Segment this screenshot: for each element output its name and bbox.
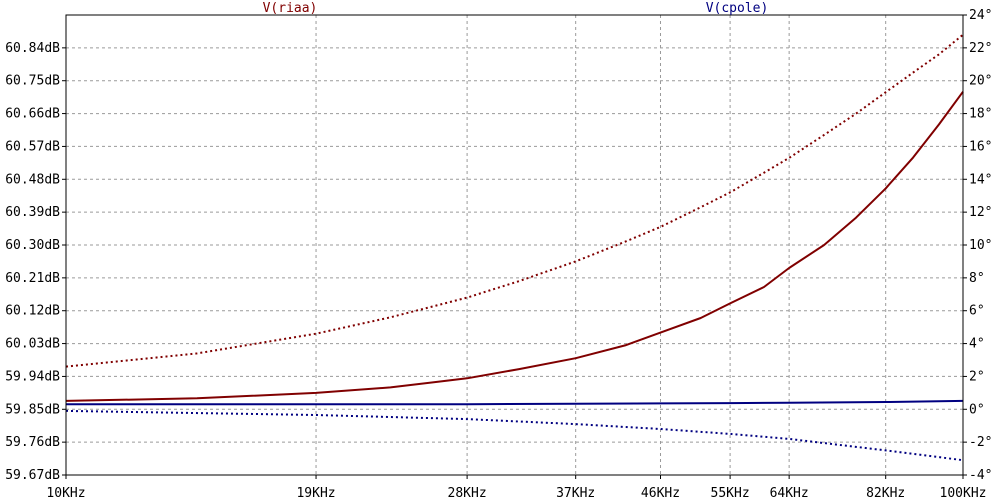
y-left-tick-label: 60.39dB [5,205,60,220]
series-phase-line-v-cpole [65,409,964,462]
y-right-tick-label: 8° [969,271,985,286]
grid-layer [66,15,963,475]
y-left-tick-label: 60.75dB [5,74,60,89]
y-right-tick-label: 18° [969,107,992,122]
series-magnitude-line-v-cpole [66,399,964,406]
y-right-tick-label: 2° [969,369,985,384]
y-right-tick-label: 10° [969,238,992,253]
series-phase-line-v-riaa [65,33,964,368]
y-left-tick-label: 59.76dB [5,435,60,450]
y-right-tick-label: 6° [969,304,985,319]
y-right-tick-label: 24° [969,8,992,23]
x-tick-label: 10KHz [46,486,85,500]
y-right-tick-label: -2° [969,435,992,450]
y-left-tick-label: 59.94dB [5,369,60,384]
y-right-tick-label: 12° [969,205,992,220]
x-tick-label: 64KHz [770,486,809,500]
x-tick-label: 37KHz [556,486,595,500]
x-tick-label: 55KHz [711,486,750,500]
tick-layer [62,14,967,479]
y-left-tick-label: 60.03dB [5,337,60,352]
x-tick-label: 100KHz [940,486,987,500]
legend-entry: V(cpole) [706,1,769,16]
y-right-tick-label: -4° [969,468,992,483]
x-tick-label: 19KHz [296,486,335,500]
x-tick-label: 46KHz [641,486,680,500]
x-tick-label: 28KHz [448,486,487,500]
legend-layer: V(riaa) V(cpole) [263,1,769,16]
y-left-tick-label: 60.48dB [5,172,60,187]
label-layer: 10KHz 19KHz 28KHz 37KHz 46KHz 55KHz 64KHz 82KHz… [5,8,992,500]
y-left-tick-label: 60.57dB [5,139,60,154]
y-right-tick-label: 0° [969,402,985,417]
y-right-tick-label: 22° [969,41,992,56]
series-magnitude-line-v-riaa [65,91,964,402]
y-left-tick-label: 60.12dB [5,304,60,319]
y-left-tick-label: 59.67dB [5,468,60,483]
x-tick-label: 82KHz [866,486,905,500]
y-left-tick-label: 60.66dB [5,107,60,122]
y-right-tick-label: 4° [969,337,985,352]
y-right-tick-label: 14° [969,172,992,187]
y-right-tick-label: 20° [969,74,992,89]
y-right-tick-label: 16° [969,139,992,154]
series-layer [65,33,964,462]
y-left-tick-label: 59.85dB [5,402,60,417]
y-left-tick-label: 60.30dB [5,238,60,253]
y-left-tick-label: 60.84dB [5,41,60,56]
y-left-tick-label: 60.21dB [5,271,60,286]
legend-entry: V(riaa) [263,1,318,16]
